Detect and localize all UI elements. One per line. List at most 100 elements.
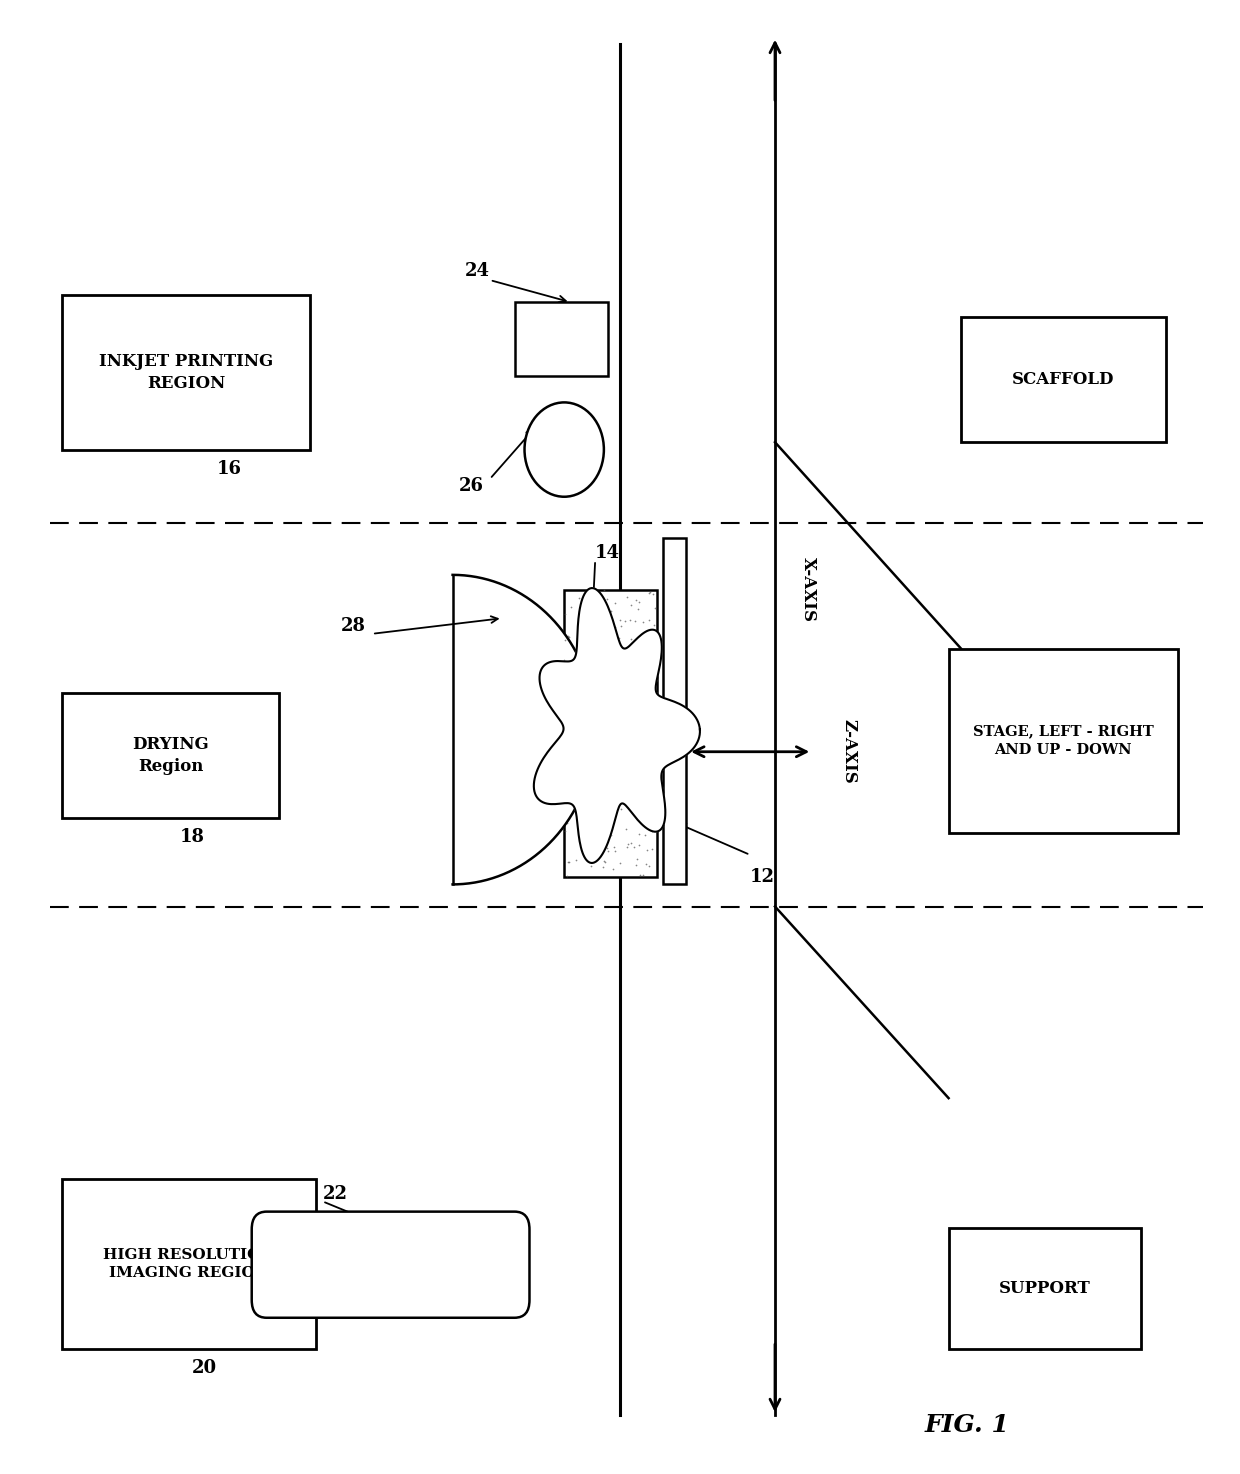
FancyBboxPatch shape [949, 649, 1178, 833]
Point [580, 593, 600, 616]
Point [608, 684, 627, 708]
Point [573, 762, 593, 786]
Point [603, 762, 622, 786]
Point [598, 654, 618, 678]
Point [589, 660, 609, 684]
Point [556, 628, 575, 652]
Point [557, 710, 577, 734]
Text: SCAFFOLD: SCAFFOLD [1012, 371, 1115, 388]
Point [560, 660, 580, 684]
Point [598, 680, 618, 703]
Point [599, 824, 619, 848]
Point [580, 653, 600, 677]
Point [594, 637, 614, 660]
Text: FIG. 1: FIG. 1 [925, 1414, 1009, 1437]
Point [589, 640, 609, 663]
Point [572, 766, 591, 790]
Text: 20: 20 [192, 1359, 217, 1377]
Point [594, 578, 614, 601]
Point [644, 582, 663, 606]
Point [585, 834, 605, 858]
Point [572, 709, 591, 733]
Point [616, 730, 636, 753]
Point [563, 703, 583, 727]
Point [584, 784, 604, 808]
Point [558, 624, 578, 647]
Point [631, 654, 651, 678]
Point [611, 797, 631, 821]
Point [560, 708, 580, 731]
FancyBboxPatch shape [949, 1228, 1141, 1349]
Point [593, 855, 613, 879]
Point [631, 659, 651, 682]
Point [587, 607, 606, 631]
Point [642, 794, 662, 818]
Point [629, 822, 649, 846]
Point [639, 581, 658, 604]
Point [646, 632, 666, 656]
Point [626, 715, 646, 738]
Point [642, 797, 662, 821]
Point [601, 598, 621, 622]
Point [575, 797, 595, 821]
Point [626, 588, 646, 612]
Point [627, 643, 647, 666]
FancyBboxPatch shape [62, 693, 279, 818]
Point [583, 794, 603, 818]
Point [609, 626, 629, 650]
Point [632, 699, 652, 722]
Point [615, 721, 635, 744]
Point [596, 665, 616, 688]
Point [584, 718, 604, 741]
Point [639, 853, 658, 877]
Point [616, 818, 636, 842]
Point [622, 730, 642, 753]
Point [567, 848, 587, 871]
Text: X-AXIS: X-AXIS [800, 557, 817, 622]
FancyBboxPatch shape [252, 1212, 529, 1318]
Text: 28: 28 [341, 618, 366, 635]
Point [594, 690, 614, 713]
Point [621, 680, 641, 703]
Text: 24: 24 [465, 262, 490, 280]
Point [641, 647, 661, 671]
FancyBboxPatch shape [515, 302, 608, 376]
Text: STAGE, LEFT - RIGHT
AND UP - DOWN: STAGE, LEFT - RIGHT AND UP - DOWN [973, 725, 1153, 756]
Point [558, 677, 578, 700]
Point [588, 660, 608, 684]
Point [644, 613, 663, 637]
Text: 12: 12 [750, 868, 775, 886]
Point [614, 705, 634, 728]
Point [583, 654, 603, 678]
Point [575, 725, 595, 749]
Point [641, 820, 661, 843]
Point [615, 646, 635, 669]
Point [631, 710, 651, 734]
Text: 16: 16 [217, 460, 242, 478]
Point [567, 780, 587, 803]
Point [593, 598, 613, 622]
Point [635, 792, 655, 815]
Point [621, 831, 641, 855]
Point [594, 607, 614, 631]
Point [629, 805, 649, 828]
Point [590, 743, 610, 766]
Point [605, 591, 625, 615]
Point [600, 796, 620, 820]
Point [598, 631, 618, 654]
Point [557, 864, 577, 887]
Polygon shape [453, 575, 595, 884]
Point [639, 607, 658, 631]
Point [558, 728, 578, 752]
Point [567, 626, 587, 650]
Point [596, 713, 616, 737]
Point [608, 674, 627, 697]
Point [629, 591, 649, 615]
Polygon shape [534, 588, 699, 862]
Point [609, 759, 629, 783]
Point [640, 709, 660, 733]
FancyBboxPatch shape [62, 295, 310, 450]
Point [634, 610, 653, 634]
Point [567, 780, 587, 803]
Point [588, 628, 608, 652]
